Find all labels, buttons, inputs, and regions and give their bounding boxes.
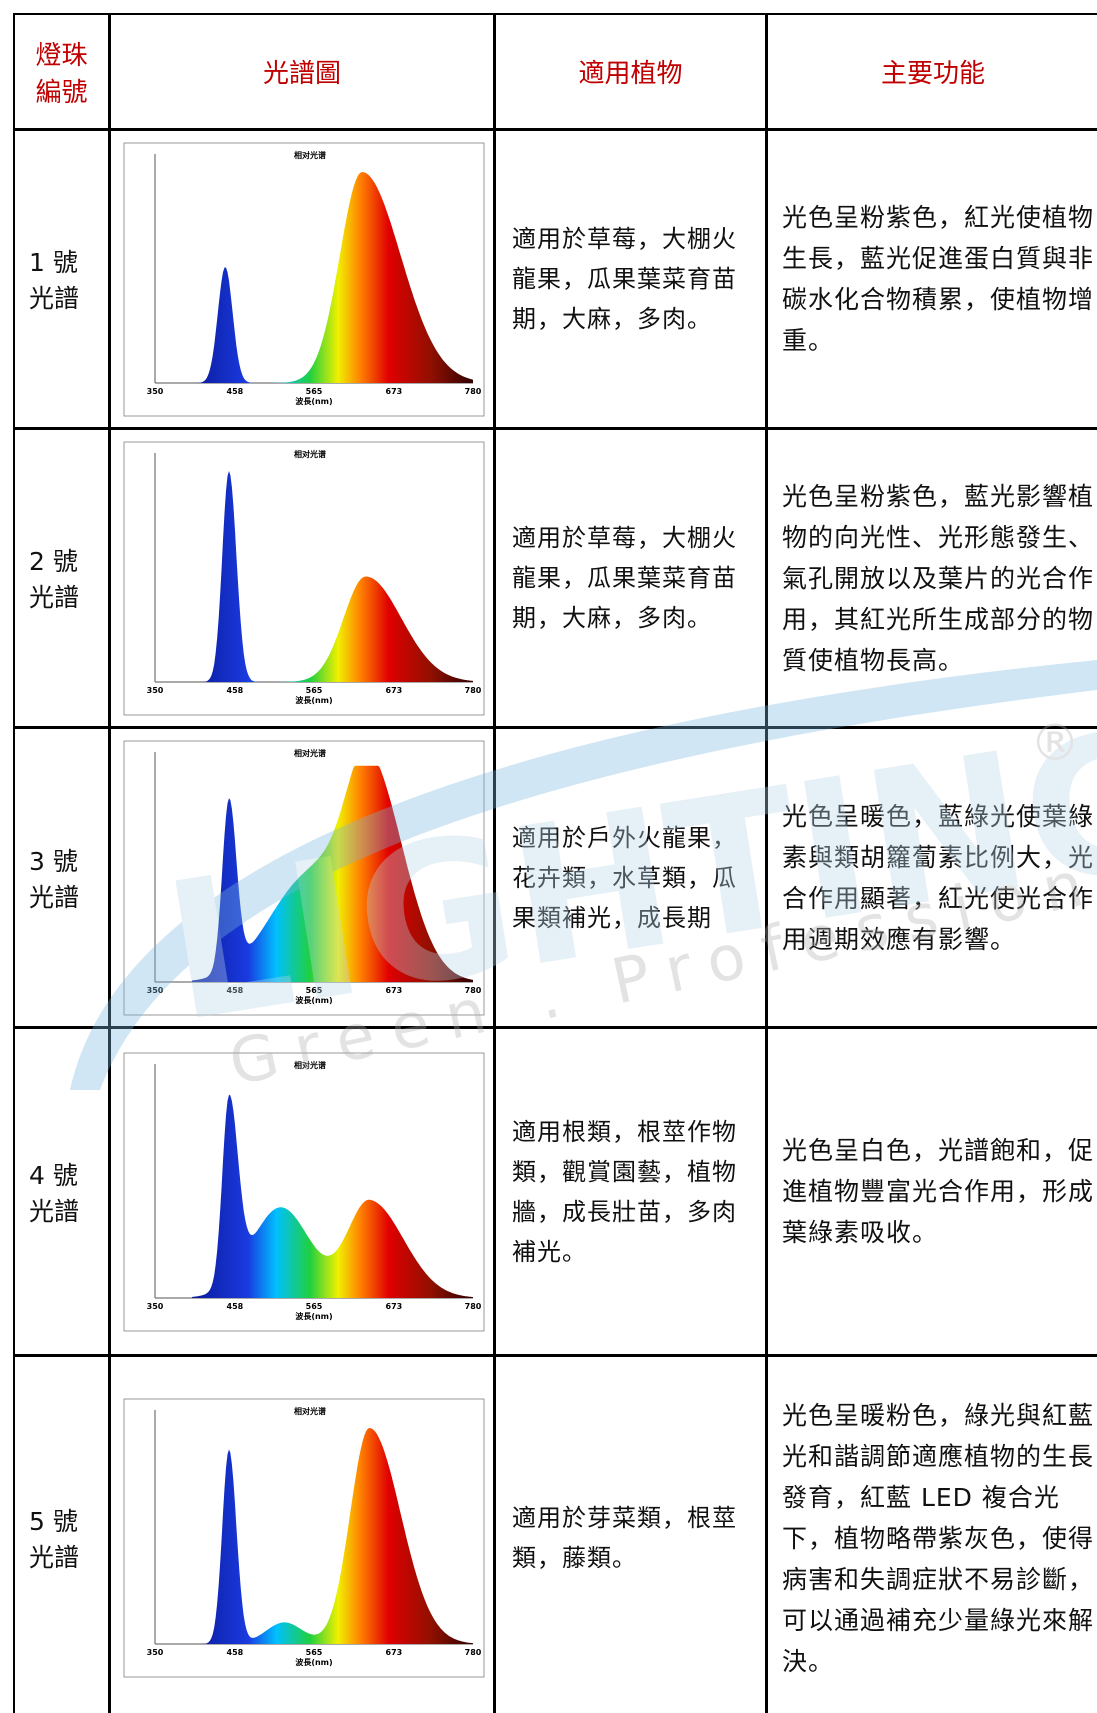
spectrum-title: 相对光谱: [294, 1060, 326, 1070]
x-tick-label: 673: [386, 686, 403, 695]
x-axis-label: 波長(nm): [295, 396, 332, 406]
function-cell: 光色呈暖粉色，綠光與紅藍光和諧調節適應植物的生長發育，紅藍 LED 複合光下，植…: [766, 1355, 1097, 1713]
function-cell: 光色呈白色，光譜飽和，促進植物豐富光合作用，形成葉綠素吸收。: [766, 1027, 1097, 1356]
function-cell: 光色呈粉紫色，紅光使植物生長，藍光促進蛋白質與非碳水化合物積累，使植物增重。: [766, 129, 1097, 429]
spectrum-cell: 相对光谱 350 458 565 673 780 波長(nm): [109, 1027, 495, 1356]
spectrum-chart: 相对光谱 350 458 565 673 780 波長(nm): [123, 142, 485, 417]
x-axis-label: 波長(nm): [295, 995, 332, 1005]
x-tick-label: 350: [147, 1648, 164, 1657]
spectrum-cell: 相对光谱 350 458 565 673 780 波長(nm): [109, 1355, 495, 1713]
spectrum-chart: 相对光谱 350 458 565 673 780 波長(nm): [123, 1052, 485, 1332]
x-tick-label: 565: [306, 1648, 323, 1657]
function-text: 光色呈暖色，藍綠光使葉綠素與類胡籮蔔素比例大，光合作用顯著，紅光使光合作用週期效…: [768, 796, 1097, 960]
spectrum-id: 4 號 光譜: [15, 1156, 79, 1228]
function-text: 光色呈暖粉色，綠光與紅藍光和諧調節適應植物的生長發育，紅藍 LED 複合光下，植…: [768, 1395, 1097, 1682]
x-tick-label: 673: [386, 1302, 403, 1311]
id-cell: 4 號 光譜: [13, 1027, 110, 1356]
function-text: 光色呈白色，光譜飽和，促進植物豐富光合作用，形成葉綠素吸收。: [768, 1130, 1097, 1253]
spectrum-id: 3 號 光譜: [15, 842, 79, 914]
plants-cell: 適用於草莓，大棚火龍果，瓜果葉菜育苗期，大麻，多肉。: [494, 129, 767, 429]
x-axis-label: 波長(nm): [295, 695, 332, 705]
x-tick-label: 458: [227, 387, 244, 396]
spectrum-id: 1 號 光譜: [15, 243, 79, 315]
plants-text: 適用於戶外火龍果，花卉類，水草類，瓜果類補光，成長期: [496, 818, 765, 938]
function-cell: 光色呈暖色，藍綠光使葉綠素與類胡籮蔔素比例大，光合作用顯著，紅光使光合作用週期效…: [766, 727, 1097, 1028]
x-tick-label: 673: [386, 1648, 403, 1657]
spectrum-title: 相对光谱: [294, 150, 326, 160]
plants-text: 適用於草莓，大棚火龍果，瓜果葉菜育苗期，大麻，多肉。: [496, 518, 765, 638]
page: 燈珠 編號光譜圖適用植物主要功能1 號 光譜相对光谱35045856567378…: [0, 0, 1097, 1713]
header-cell: 燈珠 編號: [13, 13, 110, 130]
spectrum-cell: 相对光谱 350 458 565 673 780 波長(nm): [109, 129, 495, 429]
x-tick-label: 565: [306, 686, 323, 695]
header-text: 燈珠 編號: [15, 35, 108, 109]
function-cell: 光色呈粉紫色，藍光影響植物的向光性、光形態發生、氣孔開放以及葉片的光合作用，其紅…: [766, 428, 1097, 728]
x-tick-label: 565: [306, 387, 323, 396]
id-cell: 5 號 光譜: [13, 1355, 110, 1713]
id-cell: 3 號 光譜: [13, 727, 110, 1028]
x-tick-label: 350: [147, 1302, 164, 1311]
x-tick-label: 458: [227, 1648, 244, 1657]
header-cell: 主要功能: [766, 13, 1097, 130]
header-text: 主要功能: [768, 53, 1097, 90]
spectrum-id: 5 號 光譜: [15, 1502, 79, 1574]
spectrum-id: 2 號 光譜: [15, 542, 79, 614]
x-tick-label: 780: [465, 686, 482, 695]
plants-cell: 適用於芽菜類，根莖類，藤類。: [494, 1355, 767, 1713]
header-text: 光譜圖: [111, 53, 493, 90]
x-tick-label: 565: [306, 986, 323, 995]
x-tick-label: 780: [465, 986, 482, 995]
x-tick-label: 458: [227, 1302, 244, 1311]
plants-text: 適用於草莓，大棚火龍果，瓜果葉菜育苗期，大麻，多肉。: [496, 219, 765, 339]
plants-cell: 適用於草莓，大棚火龍果，瓜果葉菜育苗期，大麻，多肉。: [494, 428, 767, 728]
spectrum-cell: 相对光谱 350 458 565 673 780 波長(nm): [109, 428, 495, 728]
x-tick-label: 673: [386, 387, 403, 396]
x-tick-label: 458: [227, 686, 244, 695]
spectrum-title: 相对光谱: [294, 1406, 326, 1416]
plants-text: 適用根類，根莖作物類，觀賞園藝，植物牆，成長壯苗，多肉補光。: [496, 1112, 765, 1272]
spectrum-chart: 相对光谱 350 458 565 673 780 波長(nm): [123, 740, 485, 1016]
spectrum-chart: 相对光谱 350 458 565 673 780 波長(nm): [123, 1398, 485, 1678]
x-tick-label: 350: [147, 686, 164, 695]
x-tick-label: 565: [306, 1302, 323, 1311]
id-cell: 1 號 光譜: [13, 129, 110, 429]
x-tick-label: 673: [386, 986, 403, 995]
plants-cell: 適用根類，根莖作物類，觀賞園藝，植物牆，成長壯苗，多肉補光。: [494, 1027, 767, 1356]
spectrum-title: 相对光谱: [294, 449, 326, 459]
x-tick-label: 350: [147, 986, 164, 995]
spectrum-title: 相对光谱: [294, 748, 326, 758]
spectrum-cell: 相对光谱 350 458 565 673 780 波長(nm): [109, 727, 495, 1028]
header-text: 適用植物: [496, 53, 765, 90]
x-tick-label: 780: [465, 1648, 482, 1657]
id-cell: 2 號 光譜: [13, 428, 110, 728]
spectrum-chart: 相对光谱 350 458 565 673 780 波長(nm): [123, 441, 485, 716]
plants-text: 適用於芽菜類，根莖類，藤類。: [496, 1498, 765, 1578]
header-cell: 光譜圖: [109, 13, 495, 130]
x-tick-label: 350: [147, 387, 164, 396]
x-axis-label: 波長(nm): [295, 1311, 332, 1321]
plants-cell: 適用於戶外火龍果，花卉類，水草類，瓜果類補光，成長期: [494, 727, 767, 1028]
header-cell: 適用植物: [494, 13, 767, 130]
function-text: 光色呈粉紫色，紅光使植物生長，藍光促進蛋白質與非碳水化合物積累，使植物增重。: [768, 197, 1097, 361]
x-tick-label: 780: [465, 1302, 482, 1311]
x-axis-label: 波長(nm): [295, 1657, 332, 1667]
x-tick-label: 780: [465, 387, 482, 396]
x-tick-label: 458: [227, 986, 244, 995]
function-text: 光色呈粉紫色，藍光影響植物的向光性、光形態發生、氣孔開放以及葉片的光合作用，其紅…: [768, 476, 1097, 681]
